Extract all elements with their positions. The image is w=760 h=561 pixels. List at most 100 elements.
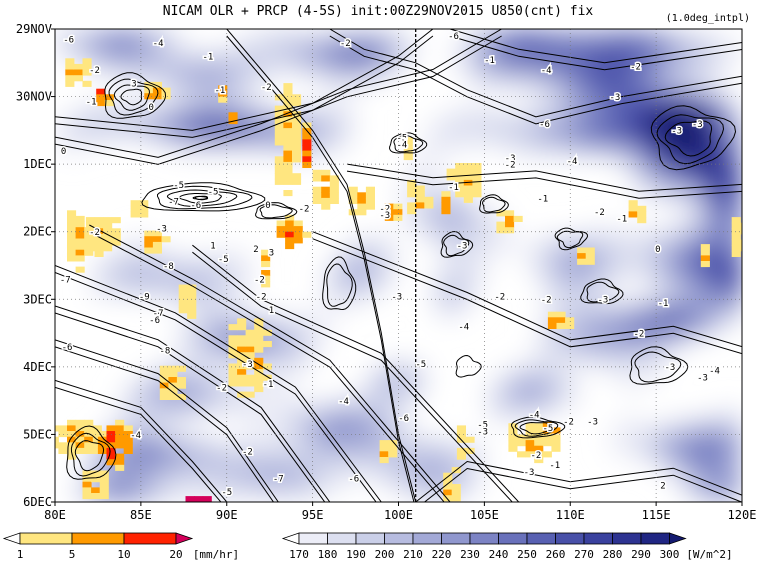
- precip-cell: [285, 220, 295, 227]
- olr-cell: [621, 249, 631, 259]
- olr-cell: [561, 281, 571, 290]
- olr-cell: [578, 44, 588, 54]
- olr-cell: [261, 446, 271, 456]
- olr-cell: [183, 123, 193, 133]
- olr-cell: [278, 344, 288, 353]
- olr-cell: [80, 52, 90, 62]
- olr-cell: [699, 462, 709, 472]
- contour-label: -2: [261, 83, 272, 93]
- precip-cell: [237, 346, 247, 353]
- olr-cell: [707, 462, 717, 472]
- olr-cell: [690, 178, 700, 188]
- contour-line: [157, 185, 253, 210]
- olr-cell: [441, 438, 451, 448]
- precip-cell: [254, 363, 264, 370]
- olr-cell: [664, 36, 674, 46]
- olr-cell: [304, 486, 314, 495]
- olr-cell: [106, 470, 116, 479]
- olr-cell: [570, 52, 580, 62]
- olr-cell: [673, 304, 683, 314]
- olr-cell: [681, 257, 692, 267]
- olr-cell: [149, 478, 159, 487]
- olr-cell: [364, 241, 374, 251]
- olr-cell: [132, 391, 142, 401]
- olr-cell: [527, 241, 537, 251]
- olr-cell: [261, 336, 271, 345]
- olr-cell: [338, 123, 348, 133]
- olr-cell: [97, 131, 108, 140]
- olr-cell: [441, 265, 451, 274]
- olr-cell: [681, 273, 692, 282]
- olr-cell: [149, 281, 159, 290]
- olr-cell: [699, 29, 709, 38]
- precip-cell: [261, 281, 271, 288]
- olr-cell: [467, 29, 477, 38]
- olr-cell: [578, 147, 588, 156]
- olr-cell: [321, 407, 331, 416]
- olr-cell: [209, 328, 219, 338]
- olr-cell: [132, 68, 142, 77]
- olr-cell: [699, 107, 709, 117]
- olr-cell: [140, 438, 151, 448]
- olr-cell: [235, 446, 245, 456]
- olr-cell: [664, 249, 674, 259]
- olr-cell: [535, 407, 546, 416]
- olr-cell: [201, 478, 211, 487]
- olr-cell: [286, 36, 297, 46]
- olr-cell: [561, 60, 571, 69]
- olr-cell: [407, 399, 417, 408]
- olr-cell: [278, 470, 288, 479]
- contour-label: -7: [273, 475, 284, 485]
- olr-cell: [355, 241, 365, 251]
- olr-cell: [699, 186, 709, 196]
- olr-cell: [432, 131, 443, 140]
- olr-cell: [450, 139, 460, 148]
- olr-cell: [475, 115, 485, 125]
- olr-cell: [269, 60, 279, 69]
- olr-cell: [544, 52, 554, 62]
- olr-cell: [673, 186, 683, 196]
- olr-cell: [639, 147, 649, 156]
- olr-cell: [690, 147, 700, 156]
- olr-cell: [493, 383, 503, 393]
- olr-cell: [89, 273, 99, 282]
- precip-cell: [472, 174, 482, 181]
- olr-colorbar-label: 280: [603, 548, 623, 561]
- precip-cell: [585, 253, 595, 260]
- olr-cell: [149, 383, 159, 393]
- olr-cell: [261, 352, 271, 361]
- olr-cell: [553, 383, 563, 393]
- precip-cell: [731, 234, 741, 241]
- precip-cell: [534, 440, 544, 447]
- olr-cell: [673, 344, 683, 353]
- olr-cell: [201, 147, 211, 156]
- precip-cell: [534, 423, 544, 430]
- olr-cell: [158, 257, 168, 267]
- olr-cell: [673, 131, 683, 140]
- olr-cell: [578, 139, 588, 148]
- olr-cell: [681, 470, 692, 479]
- olr-cell: [587, 147, 597, 156]
- olr-cell: [630, 336, 640, 345]
- olr-cell: [621, 29, 631, 38]
- olr-cell: [72, 29, 82, 38]
- olr-cell: [269, 29, 279, 38]
- olr-cell: [123, 478, 133, 487]
- olr-cell: [724, 218, 734, 227]
- olr-cell: [149, 44, 159, 54]
- precip-cell: [446, 168, 456, 175]
- olr-cell: [372, 399, 382, 408]
- precip-cell: [245, 391, 255, 398]
- olr-cell: [724, 241, 734, 251]
- olr-cell: [535, 273, 546, 282]
- contour-label: 3: [269, 248, 274, 258]
- precip-cell: [115, 442, 125, 449]
- olr-cell: [493, 123, 503, 133]
- olr-cell: [475, 139, 485, 148]
- olr-cell: [398, 407, 408, 416]
- olr-cell: [578, 320, 588, 330]
- olr-cell: [621, 107, 631, 117]
- olr-cell: [724, 438, 734, 448]
- olr-cell: [158, 470, 168, 479]
- precip-cell: [321, 192, 331, 199]
